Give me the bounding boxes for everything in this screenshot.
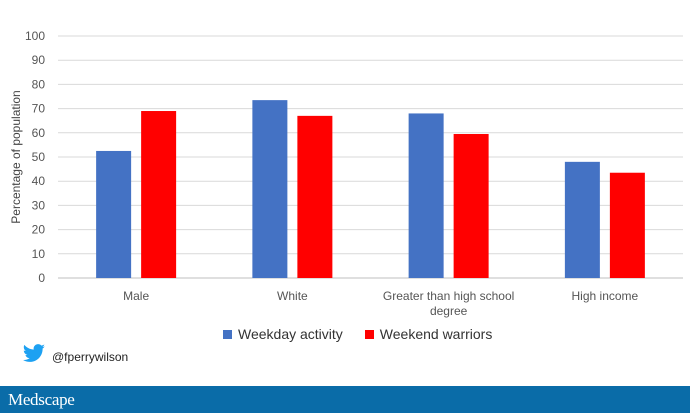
bar-weekday-3 (564, 161, 600, 278)
twitter-handle: @fperrywilson (52, 349, 129, 364)
bar-weekend-0 (141, 111, 177, 279)
x-tick-label: Greater than high school degree (383, 289, 514, 318)
y-tick-label: 80 (32, 77, 46, 91)
y-tick-label: 100 (25, 29, 45, 43)
bar-weekday-1 (252, 100, 288, 278)
y-tick-label: 70 (32, 102, 46, 116)
twitter-attribution: @fperrywilson (22, 344, 128, 369)
bar-chart: 0 10 20 30 40 50 60 70 80 90 100 Male White Greater … (9, 29, 683, 318)
bar-weekend-3 (609, 172, 645, 278)
x-axis-labels: Male White Greater than high school degree H… (123, 289, 638, 318)
legend-label-weekend: Weekend warriors (379, 326, 493, 342)
legend-label-weekday: Weekday activity (238, 326, 343, 342)
x-tick-label: Male (123, 289, 149, 303)
y-tick-label: 10 (32, 247, 46, 261)
legend: Weekday activity Weekend warriors (223, 326, 514, 342)
y-tick-label: 30 (32, 198, 46, 212)
bar-weekday-2 (408, 113, 444, 278)
legend-swatch-weekday (223, 329, 232, 339)
footer-bar: Medscape (0, 386, 690, 413)
y-tick-label: 50 (32, 150, 46, 164)
y-tick-label: 60 (32, 126, 46, 140)
bar-weekend-2 (453, 134, 489, 278)
x-tick-label: White (277, 289, 308, 303)
x-tick-label: High income (572, 289, 639, 303)
twitter-bird-icon (22, 344, 46, 369)
y-tick-label: 90 (32, 53, 46, 67)
y-tick-label: 0 (38, 271, 45, 285)
bar-weekday-0 (96, 150, 132, 278)
y-tick-label: 40 (32, 174, 46, 188)
bar-weekend-1 (297, 115, 333, 278)
y-axis-label: Percentage of population (9, 90, 23, 223)
bars (96, 100, 645, 279)
y-axis-ticks: 0 10 20 30 40 50 60 70 80 90 100 (25, 29, 45, 285)
legend-item-weekday: Weekday activity (223, 326, 343, 342)
medscape-logo: Medscape (8, 390, 75, 409)
legend-swatch-weekend (364, 329, 374, 339)
y-tick-label: 20 (32, 223, 46, 237)
legend-item-weekend: Weekend warriors (364, 326, 493, 342)
